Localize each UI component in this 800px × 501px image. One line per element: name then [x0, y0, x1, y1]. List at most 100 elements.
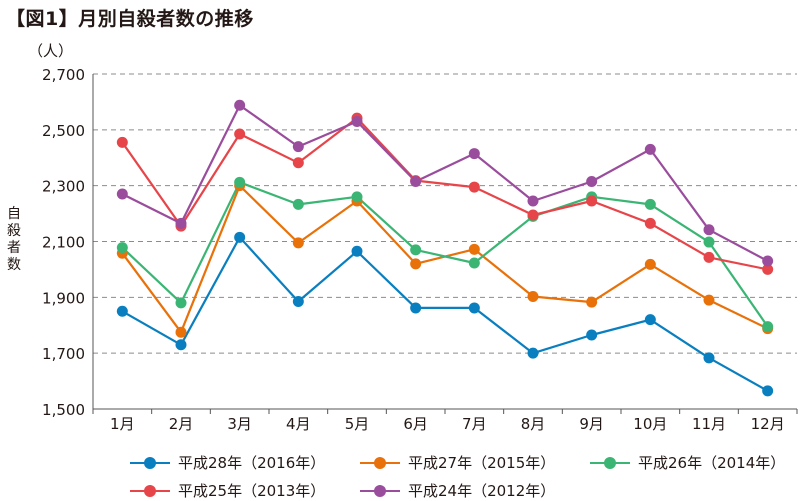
legend-item-1: 平成28年（2016年）	[130, 452, 360, 473]
data-point-s3-m3	[234, 176, 246, 188]
data-point-s5-m5	[351, 115, 363, 127]
data-point-s2-m9	[586, 296, 598, 308]
legend-item-4: 平成25年（2013年）	[130, 480, 360, 501]
data-point-s2-m7	[468, 243, 480, 255]
y-tick-label: 2,500	[42, 122, 85, 140]
legend-item-2: 平成27年（2015年）	[360, 452, 590, 473]
y-axis-title-char: 数	[7, 257, 21, 273]
data-point-s3-m6	[410, 244, 422, 256]
legend-label: 平成26年（2014年）	[638, 454, 786, 472]
data-point-s1-m12	[762, 385, 774, 397]
series-line-4	[121, 116, 768, 271]
data-point-s3-m11	[703, 236, 715, 248]
data-point-s5-m4	[292, 141, 304, 153]
data-point-s2-m6	[410, 258, 422, 270]
series-line-3	[121, 181, 769, 328]
legend-swatch	[590, 456, 630, 470]
series-line-2	[121, 184, 769, 334]
x-tick-label: 12月	[751, 415, 785, 433]
y-tick-label: 2,100	[42, 234, 85, 252]
series-line-1	[121, 236, 769, 392]
data-point-s5-m8	[527, 195, 539, 207]
data-point-s5-m11	[703, 224, 715, 236]
y-tick-label: 2,300	[42, 178, 85, 196]
data-point-s1-m4	[292, 296, 304, 308]
x-tick-label: 8月	[521, 415, 546, 433]
data-point-s1-m6	[410, 302, 422, 314]
data-point-s4-m4	[292, 157, 304, 169]
y-tick-label: 1,500	[42, 401, 85, 419]
x-tick-label: 7月	[462, 415, 487, 433]
data-point-s3-m4	[292, 198, 304, 210]
y-tick-label: 1,900	[42, 289, 85, 307]
data-point-s1-m5	[351, 245, 363, 257]
data-point-s2-m10	[644, 258, 656, 270]
y-axis-title: 自殺者数	[4, 206, 24, 274]
data-point-s2-m4	[292, 237, 304, 249]
data-point-s2-m8	[527, 290, 539, 302]
data-point-s5-m2	[175, 217, 187, 229]
data-point-s4-m3	[234, 128, 246, 140]
data-point-s5-m10	[644, 143, 656, 155]
legend-swatch	[360, 456, 400, 470]
legend-label: 平成24年（2012年）	[408, 482, 556, 500]
data-point-s5-m1	[116, 188, 128, 200]
data-point-s3-m12	[762, 321, 774, 333]
y-unit-label: （人）	[28, 42, 73, 60]
x-tick-label: 10月	[633, 415, 667, 433]
data-point-s2-m2	[175, 326, 187, 338]
data-point-s4-m7	[468, 181, 480, 193]
data-point-s4-m10	[644, 217, 656, 229]
x-tick-label: 2月	[169, 415, 194, 433]
legend-label: 平成25年（2013年）	[178, 482, 326, 500]
data-point-s4-m11	[703, 251, 715, 263]
legend-row-2: 平成25年（2013年） 平成24年（2012年）	[130, 480, 590, 501]
chart-title: 【図1】月別自殺者数の推移	[6, 8, 254, 30]
data-point-s5-m3	[234, 99, 246, 111]
data-point-s5-m12	[762, 255, 774, 267]
data-point-s3-m5	[351, 191, 363, 203]
y-axis-title-char: 者	[7, 240, 21, 256]
x-tick-label: 1月	[110, 415, 135, 433]
data-point-s5-m7	[468, 148, 480, 160]
data-point-s1-m8	[527, 347, 539, 359]
data-point-s4-m12	[762, 263, 774, 275]
data-point-s1-m10	[644, 314, 656, 326]
x-tick-label: 4月	[286, 415, 311, 433]
data-point-s5-m9	[586, 175, 598, 187]
data-point-s1-m3	[234, 231, 246, 243]
legend-item-5: 平成24年（2012年）	[360, 480, 590, 501]
y-tick-label: 1,700	[42, 345, 85, 363]
x-tick-label: 11月	[692, 415, 726, 433]
data-point-s1-m9	[586, 329, 598, 341]
y-tick-label: 2,700	[42, 66, 85, 84]
legend-swatch	[130, 456, 170, 470]
legend-label: 平成27年（2015年）	[408, 454, 556, 472]
data-point-s4-m1	[116, 136, 128, 148]
data-point-s3-m7	[468, 257, 480, 269]
data-point-s3-m1	[116, 242, 128, 254]
series-line-5	[121, 104, 769, 262]
x-tick-label: 5月	[345, 415, 370, 433]
legend-swatch	[130, 484, 170, 498]
legend-row-1: 平成28年（2016年） 平成27年（2015年） 平成26年（2014年）	[130, 452, 800, 473]
x-tick-label: 3月	[227, 415, 252, 433]
legend-swatch	[360, 484, 400, 498]
legend-item-3: 平成26年（2014年）	[590, 452, 800, 473]
data-point-s4-m9	[586, 195, 598, 207]
legend-label: 平成28年（2016年）	[178, 454, 326, 472]
x-tick-label: 6月	[403, 415, 428, 433]
data-point-s1-m2	[175, 339, 187, 351]
data-point-s1-m7	[468, 302, 480, 314]
y-axis-title-char: 自	[7, 206, 21, 222]
data-point-s4-m8	[527, 209, 539, 221]
x-tick-label: 9月	[579, 415, 604, 433]
data-point-s2-m11	[703, 294, 715, 306]
data-point-s3-m10	[644, 198, 656, 210]
data-point-s1-m11	[703, 352, 715, 364]
data-point-s1-m1	[116, 305, 128, 317]
y-axis-title-char: 殺	[7, 223, 21, 239]
data-point-s3-m2	[175, 297, 187, 309]
data-point-s5-m6	[410, 175, 422, 187]
